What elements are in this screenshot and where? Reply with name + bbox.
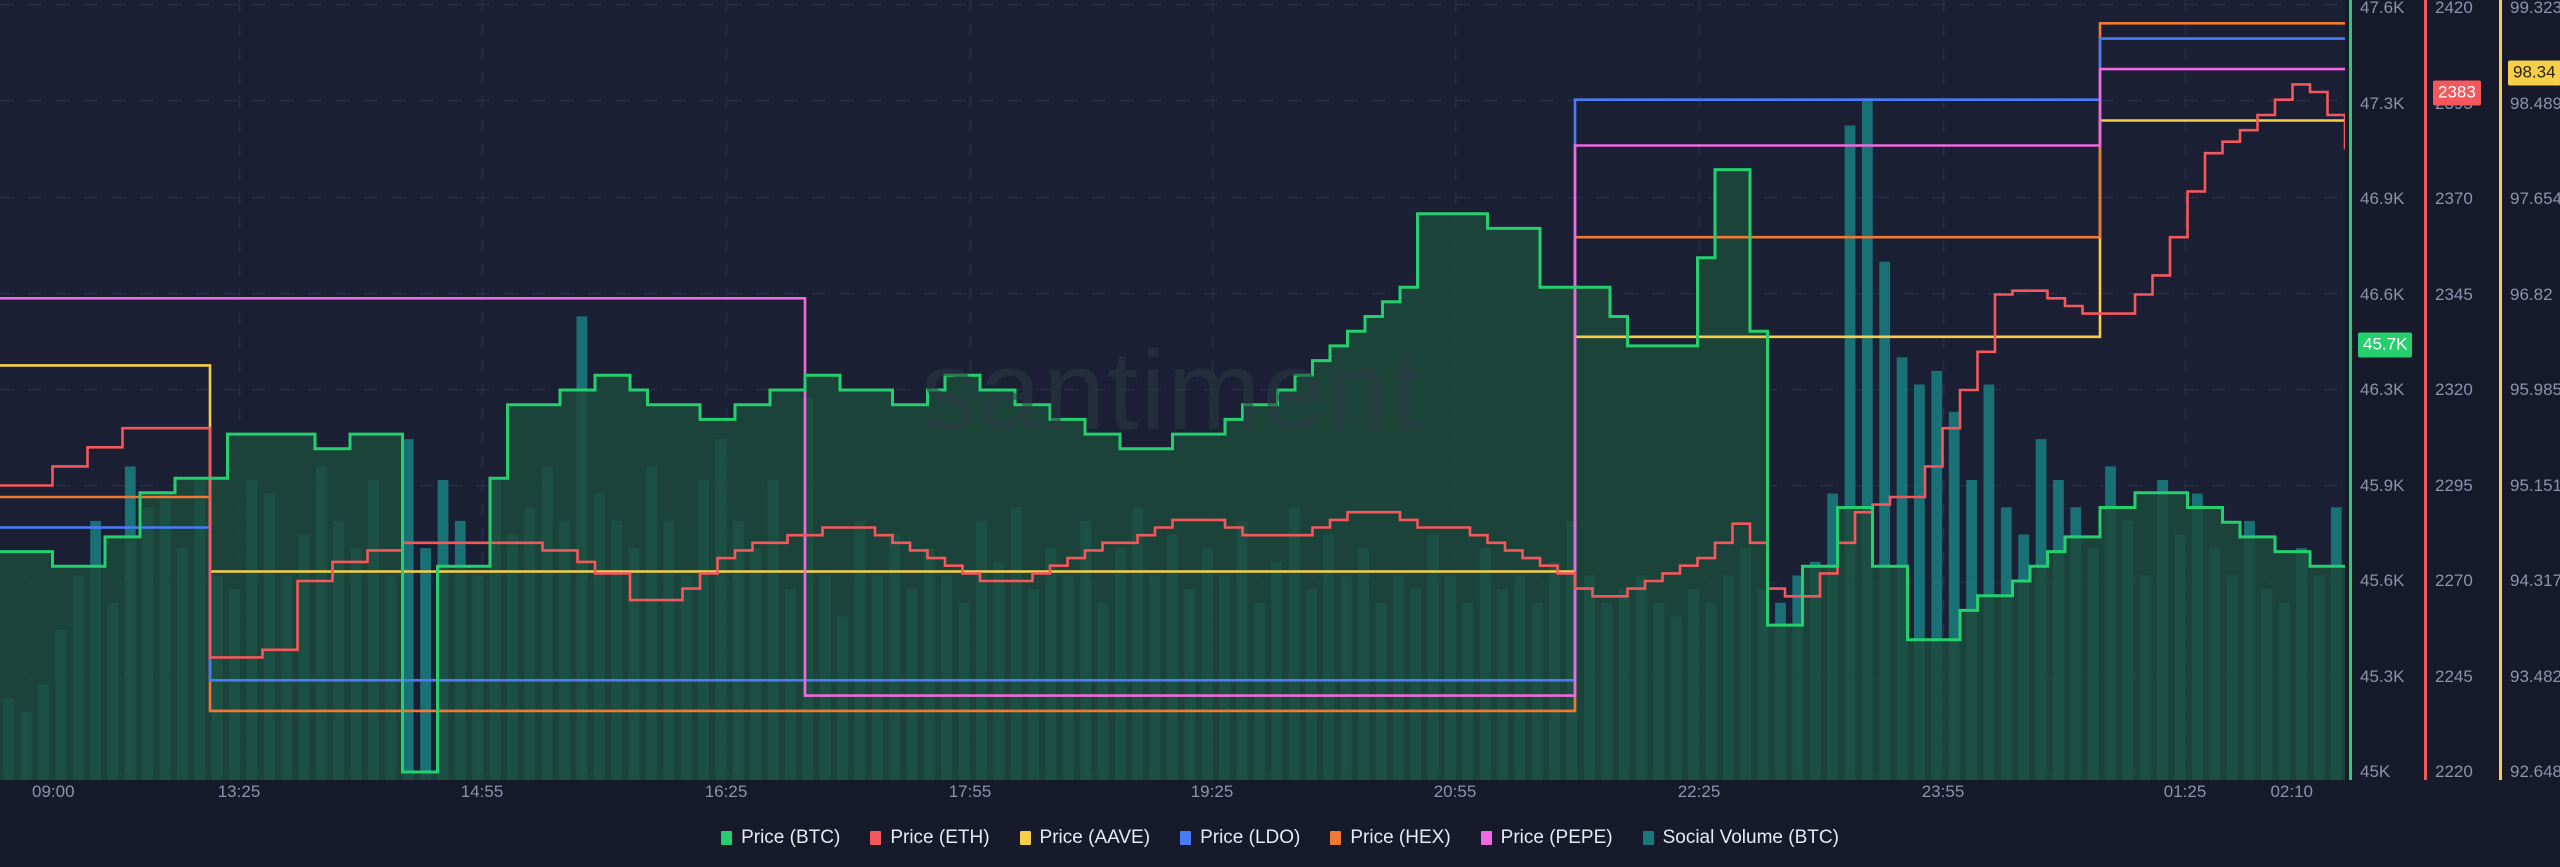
btc-axis-tick: 45.6K — [2360, 571, 2405, 590]
legend-label-eth: Price (ETH) — [890, 827, 990, 848]
eth-axis-tick: 2420 — [2435, 0, 2473, 17]
legend-label-aave: Price (AAVE) — [1039, 827, 1151, 848]
eth-axis-current-value-badge: 2383 — [2433, 80, 2481, 106]
btc-axis-spine — [2349, 0, 2352, 780]
legend-label-hex: Price (HEX) — [1350, 827, 1451, 848]
legend-item-hex[interactable]: Price (HEX) — [1330, 827, 1451, 849]
aave-axis-spine — [2499, 0, 2502, 780]
eth-axis-tick: 2245 — [2435, 667, 2473, 686]
x-axis-tick: 16:25 — [704, 782, 748, 801]
aave-axis-tick: 93.482 — [2510, 667, 2560, 686]
legend-swatch-hex — [1330, 831, 1342, 845]
legend-swatch-ldo — [1180, 831, 1192, 845]
aave-axis-tick: 98.489 — [2510, 94, 2560, 113]
legend-swatch-aave — [1019, 831, 1031, 845]
aave-axis-tick: 94.317 — [2510, 571, 2560, 590]
legend-label-btc: Price (BTC) — [741, 827, 841, 848]
x-axis-tick: 14:55 — [460, 782, 504, 801]
x-axis-tick: 09:00 — [32, 782, 75, 801]
eth-axis-tick: 2270 — [2435, 571, 2473, 590]
chart-svg — [0, 0, 2345, 780]
x-axis: 09:00 13:25 14:55 16:25 17:55 19:25 20:55 22:25… — [0, 782, 2345, 808]
legend-swatch-social_volume — [1642, 831, 1654, 845]
eth-axis-tick: 2220 — [2435, 762, 2473, 781]
legend-swatch-eth — [870, 831, 882, 845]
x-axis-tick: 19:25 — [1190, 782, 1234, 801]
price-lines[interactable] — [0, 22, 2345, 774]
legend-label-ldo: Price (LDO) — [1200, 827, 1301, 848]
legend-swatch-pepe — [1480, 831, 1492, 845]
aave-axis-current-value-badge: 98.34 — [2508, 60, 2560, 86]
eth-axis-tick: 2345 — [2435, 285, 2473, 304]
legend-item-btc[interactable]: Price (BTC) — [721, 827, 840, 849]
aave-axis-tick: 97.654 — [2510, 189, 2560, 208]
btc-axis-tick: 45.9K — [2360, 476, 2405, 495]
x-axis-tick: 20:55 — [1433, 782, 1477, 801]
x-axis-tick: 13:25 — [217, 782, 261, 801]
legend-item-ldo[interactable]: Price (LDO) — [1180, 827, 1300, 849]
chart-legend: Price (BTC) Price (ETH) Price (AAVE) Price … — [0, 822, 2560, 854]
btc-axis-current-value-badge: 45.7K — [2358, 332, 2413, 358]
x-axis-tick: 17:55 — [948, 782, 992, 801]
legend-label-social_volume: Social Volume (BTC) — [1662, 827, 1839, 848]
eth-axis-spine — [2424, 0, 2427, 780]
eth-axis-tick: 2320 — [2435, 380, 2473, 399]
aave-axis-tick: 99.323 — [2510, 0, 2560, 17]
legend-item-pepe[interactable]: Price (PEPE) — [1480, 827, 1613, 849]
aave-axis-tick: 92.648 — [2510, 762, 2560, 781]
btc-axis-tick: 47.3K — [2360, 94, 2405, 113]
legend-item-aave[interactable]: Price (AAVE) — [1019, 827, 1151, 849]
legend-item-eth[interactable]: Price (ETH) — [870, 827, 990, 849]
x-axis-tick: 22:25 — [1677, 782, 1721, 801]
btc-axis-tick: 45K — [2360, 762, 2391, 781]
aave-axis-tick: 96.82 — [2510, 285, 2553, 304]
legend-label-pepe: Price (PEPE) — [1500, 827, 1613, 848]
eth-axis-tick: 2370 — [2435, 189, 2473, 208]
x-axis-tick: 01:25 — [2163, 782, 2207, 801]
aave-axis-tick: 95.151 — [2510, 476, 2560, 495]
x-axis-tick: 02:10 — [2270, 782, 2313, 801]
btc-axis-tick: 45.3K — [2360, 667, 2405, 686]
btc-axis-tick: 46.9K — [2360, 189, 2405, 208]
btc-axis-tick: 46.3K — [2360, 380, 2405, 399]
legend-item-social_volume[interactable]: Social Volume (BTC) — [1642, 827, 1839, 849]
x-axis-tick: 23:55 — [1921, 782, 1965, 801]
legend-swatch-btc — [721, 831, 733, 845]
eth-axis-tick: 2295 — [2435, 476, 2473, 495]
chart-plot-area[interactable] — [0, 0, 2345, 780]
btc-axis-tick: 46.6K — [2360, 285, 2405, 304]
btc-axis-tick: 47.6K — [2360, 0, 2405, 17]
aave-axis-tick: 95.985 — [2510, 380, 2560, 399]
btc-area-fill — [0, 169, 2345, 780]
